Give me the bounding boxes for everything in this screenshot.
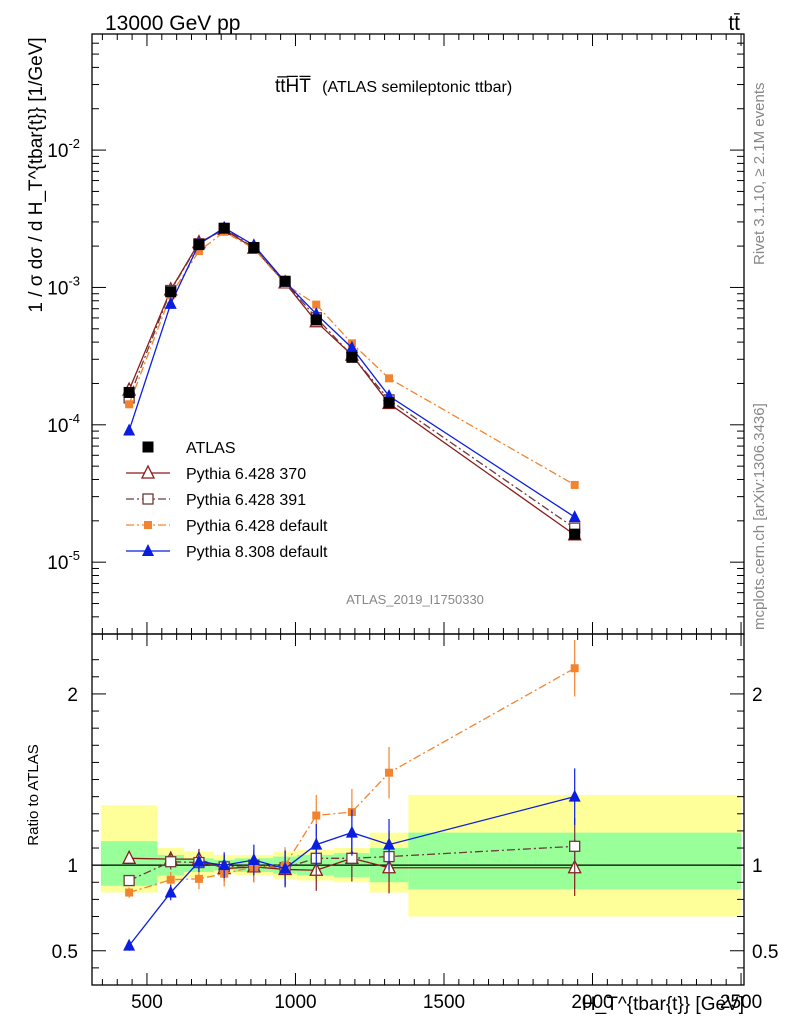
series-line-main [128, 227, 576, 529]
marker [310, 837, 323, 850]
axes: 500 1000 1500 2000 2500 10-5 10-4 10-3 10-2 0.5 0.… [47, 33, 778, 1013]
y-axis-label-ratio: Ratio to ATLAS [25, 744, 42, 845]
legend: ATLAS Pythia 6.428 370 Pythia 6.428 391 Pyt… [126, 440, 328, 561]
marker [165, 856, 177, 868]
marker [194, 247, 203, 256]
y-tick-label-ratio: 1 [752, 856, 763, 877]
y-tick-label-ratio: 0.5 [52, 942, 78, 963]
marker [346, 351, 358, 363]
legend-item: Pythia 6.428 default [126, 518, 328, 535]
marker [140, 464, 156, 479]
marker [385, 768, 394, 777]
x-tick-label: 2000 [571, 992, 613, 1013]
plot-title: tt̅H̅T̅ (ATLAS semileptonic ttbar) [275, 76, 512, 97]
y-tick-label: 10-2 [47, 136, 80, 162]
y-tick-label-ratio: 0.5 [752, 942, 778, 963]
marker [345, 825, 358, 838]
header-right: tt̄ [728, 12, 740, 35]
marker [142, 441, 154, 453]
marker [248, 242, 260, 254]
series-line-ratio [128, 845, 575, 882]
marker [570, 664, 579, 673]
marker [279, 861, 292, 874]
marker [164, 296, 177, 309]
marker [144, 521, 152, 529]
marker [218, 222, 230, 234]
legend-label: Pythia 6.428 370 [186, 466, 306, 483]
legend-item: Pythia 6.428 370 [126, 464, 306, 483]
legend-item: ATLAS [142, 440, 236, 457]
marker [125, 888, 134, 897]
marker [123, 386, 135, 398]
marker [125, 400, 134, 409]
marker [192, 854, 205, 867]
rivet-label: Rivet 3.1.10, ≥ 2.1M events [751, 83, 768, 266]
marker [123, 874, 135, 887]
y-tick-label-ratio: 1 [67, 856, 78, 877]
legend-label: Pythia 6.428 391 [186, 492, 306, 509]
marker [279, 275, 291, 287]
marker [310, 314, 322, 326]
marker [312, 300, 321, 309]
marker [164, 885, 177, 898]
marker [165, 286, 177, 298]
marker [383, 397, 395, 409]
marker [569, 528, 581, 540]
y-tick-label-ratio: 2 [67, 685, 78, 706]
series-atlas [123, 222, 581, 540]
marker [123, 423, 136, 436]
series-line-main [128, 226, 576, 518]
title-sub: (ATLAS semileptonic ttbar) [322, 79, 512, 96]
series-layer [122, 220, 582, 951]
marker [122, 849, 137, 864]
x-tick-label: 2500 [720, 992, 762, 1013]
marker [345, 340, 358, 353]
ratio-frame [91, 633, 745, 986]
header-left: 13000 GeV pp [105, 12, 240, 35]
legend-item: Pythia 8.308 default [126, 544, 328, 561]
marker [142, 493, 154, 505]
series-line-ratio [129, 857, 575, 871]
y-tick-label: 10-4 [47, 411, 80, 437]
marker [568, 789, 581, 802]
series-line-main [128, 228, 576, 536]
x-axis-label: H_T^{tbar{t}} [GeV] [582, 994, 744, 1015]
y-axis-label-main: 1 / σ dσ / d H_T^{tbar{t}} [1/GeV] [26, 37, 47, 312]
uncertainty-bands [92, 794, 744, 917]
marker [570, 480, 579, 489]
legend-label: Pythia 6.428 default [186, 518, 328, 535]
series-line-main [128, 231, 576, 486]
x-tick-label: 1500 [423, 992, 465, 1013]
marker [166, 875, 175, 884]
marker [568, 510, 581, 523]
analysis-id: ATLAS_2019_I1750330 [346, 592, 484, 607]
y-tick-label: 10-3 [47, 273, 80, 299]
title-main: tt̅H̅T̅ [275, 76, 311, 97]
legend-label: Pythia 8.308 default [186, 544, 328, 561]
marker [194, 874, 203, 883]
marker [193, 239, 205, 251]
marker [312, 811, 321, 820]
y-tick-label-ratio: 2 [752, 685, 763, 706]
marker [569, 840, 581, 852]
y-tick-label: 10-5 [47, 548, 80, 574]
marker [247, 853, 260, 866]
marker [383, 837, 396, 850]
mcplots-label: mcplots.cern.ch [arXiv:1306.3436] [751, 403, 768, 630]
marker [142, 544, 154, 556]
legend-label: ATLAS [186, 440, 236, 457]
marker [385, 374, 394, 383]
series-line-ratio [128, 796, 575, 947]
marker [218, 858, 231, 871]
x-tick-label: 500 [131, 992, 163, 1013]
x-tick-label: 1000 [274, 992, 316, 1013]
legend-item: Pythia 6.428 391 [126, 492, 306, 509]
marker [123, 938, 136, 951]
